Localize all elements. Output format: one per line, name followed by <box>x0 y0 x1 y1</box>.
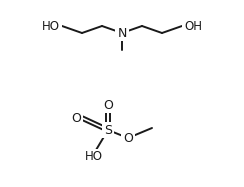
Text: OH: OH <box>184 19 202 33</box>
Text: N: N <box>117 27 127 39</box>
Text: S: S <box>104 123 112 137</box>
Text: O: O <box>71 111 81 125</box>
Text: HO: HO <box>85 151 103 163</box>
Text: O: O <box>123 131 133 145</box>
Text: HO: HO <box>42 19 60 33</box>
Text: O: O <box>103 99 113 111</box>
